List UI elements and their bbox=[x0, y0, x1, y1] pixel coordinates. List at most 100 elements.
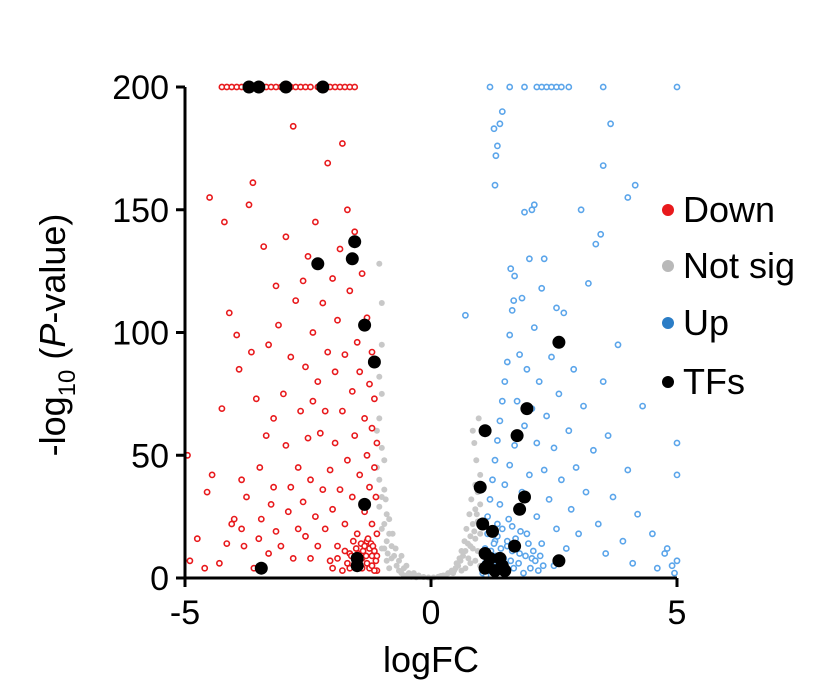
legend: Down Not sig Up TFs bbox=[662, 189, 795, 402]
point-not-sig bbox=[382, 496, 389, 503]
point-down bbox=[370, 395, 378, 403]
point-down bbox=[238, 476, 245, 484]
point-tfs bbox=[358, 318, 372, 332]
legend-marker-tfs bbox=[662, 376, 674, 388]
point-up bbox=[594, 520, 602, 528]
point-up bbox=[614, 341, 622, 349]
point-down bbox=[309, 397, 317, 405]
point-tfs bbox=[488, 564, 502, 578]
point-down bbox=[275, 321, 282, 329]
point-up bbox=[624, 466, 632, 474]
point-not-sig bbox=[378, 444, 385, 451]
point-tfs bbox=[473, 480, 487, 494]
point-not-sig bbox=[465, 555, 472, 562]
point-down bbox=[353, 530, 361, 538]
point-up bbox=[498, 525, 506, 533]
point-up bbox=[653, 564, 661, 572]
point-not-sig bbox=[378, 545, 385, 552]
point-tfs bbox=[252, 80, 266, 94]
legend-label-not-sig: Not sig bbox=[683, 245, 795, 286]
point-down bbox=[362, 552, 370, 560]
point-up bbox=[634, 510, 641, 518]
point-down bbox=[307, 476, 314, 484]
point-tfs bbox=[358, 497, 372, 511]
point-not-sig bbox=[467, 543, 474, 550]
point-tfs bbox=[254, 561, 268, 575]
point-not-sig bbox=[378, 390, 385, 397]
point-not-sig bbox=[378, 341, 385, 348]
point-tfs bbox=[476, 517, 490, 531]
point-down bbox=[245, 201, 253, 209]
point-tfs bbox=[520, 402, 534, 416]
point-up bbox=[540, 255, 548, 263]
point-not-sig bbox=[386, 516, 393, 523]
point-up bbox=[507, 557, 515, 565]
point-tfs bbox=[486, 524, 499, 538]
point-down bbox=[373, 552, 381, 560]
point-up bbox=[496, 417, 504, 425]
point-up bbox=[493, 437, 501, 444]
point-down bbox=[349, 537, 357, 545]
point-up bbox=[506, 83, 514, 91]
point-down bbox=[366, 380, 373, 388]
point-down bbox=[270, 483, 277, 491]
point-down bbox=[346, 287, 354, 295]
point-up bbox=[553, 525, 560, 533]
point-down bbox=[277, 542, 285, 550]
point-down bbox=[311, 513, 319, 520]
point-up bbox=[493, 520, 501, 528]
point-up bbox=[609, 493, 617, 501]
point-up bbox=[528, 206, 536, 214]
point-up bbox=[461, 311, 469, 319]
point-down bbox=[265, 341, 272, 349]
point-not-sig bbox=[477, 530, 484, 537]
point-up bbox=[507, 265, 515, 273]
point-up bbox=[501, 378, 509, 385]
y-axis-ticks: 0 50 100 150 200 bbox=[112, 69, 185, 598]
point-up bbox=[543, 412, 550, 420]
point-up bbox=[491, 456, 499, 464]
point-up bbox=[498, 397, 506, 405]
point-down bbox=[329, 564, 336, 572]
point-down bbox=[304, 434, 312, 442]
point-down bbox=[326, 557, 334, 565]
point-up bbox=[508, 523, 516, 530]
point-not-sig bbox=[378, 525, 385, 532]
point-down bbox=[302, 363, 309, 371]
point-up bbox=[527, 564, 534, 572]
point-down bbox=[252, 395, 260, 403]
point-down bbox=[299, 277, 307, 285]
y-tick-label: 50 bbox=[131, 437, 169, 475]
point-down bbox=[341, 351, 349, 358]
point-down bbox=[331, 368, 339, 376]
point-down bbox=[203, 488, 211, 496]
point-up bbox=[550, 444, 558, 452]
point-tfs bbox=[242, 80, 256, 94]
point-down bbox=[311, 218, 319, 226]
point-up bbox=[539, 562, 547, 570]
y-tick-label: 0 bbox=[150, 560, 169, 598]
point-up bbox=[639, 402, 646, 410]
point-up bbox=[649, 530, 656, 538]
point-not-sig bbox=[386, 565, 393, 572]
point-down bbox=[348, 387, 356, 395]
point-down bbox=[206, 194, 213, 201]
point-up bbox=[493, 142, 501, 150]
point-up bbox=[631, 181, 639, 189]
point-down bbox=[343, 456, 351, 464]
point-not-sig bbox=[384, 550, 391, 557]
point-up bbox=[486, 83, 494, 91]
point-up bbox=[523, 365, 531, 373]
point-up bbox=[668, 562, 676, 570]
point-up bbox=[498, 108, 506, 115]
point-down bbox=[373, 439, 381, 447]
point-down bbox=[334, 555, 341, 562]
point-tfs bbox=[508, 539, 522, 553]
point-up bbox=[535, 378, 543, 385]
point-not-sig bbox=[477, 471, 484, 478]
point-down bbox=[289, 555, 297, 562]
point-not-sig bbox=[376, 476, 383, 483]
point-not-sig bbox=[468, 496, 475, 503]
point-up bbox=[526, 471, 533, 479]
